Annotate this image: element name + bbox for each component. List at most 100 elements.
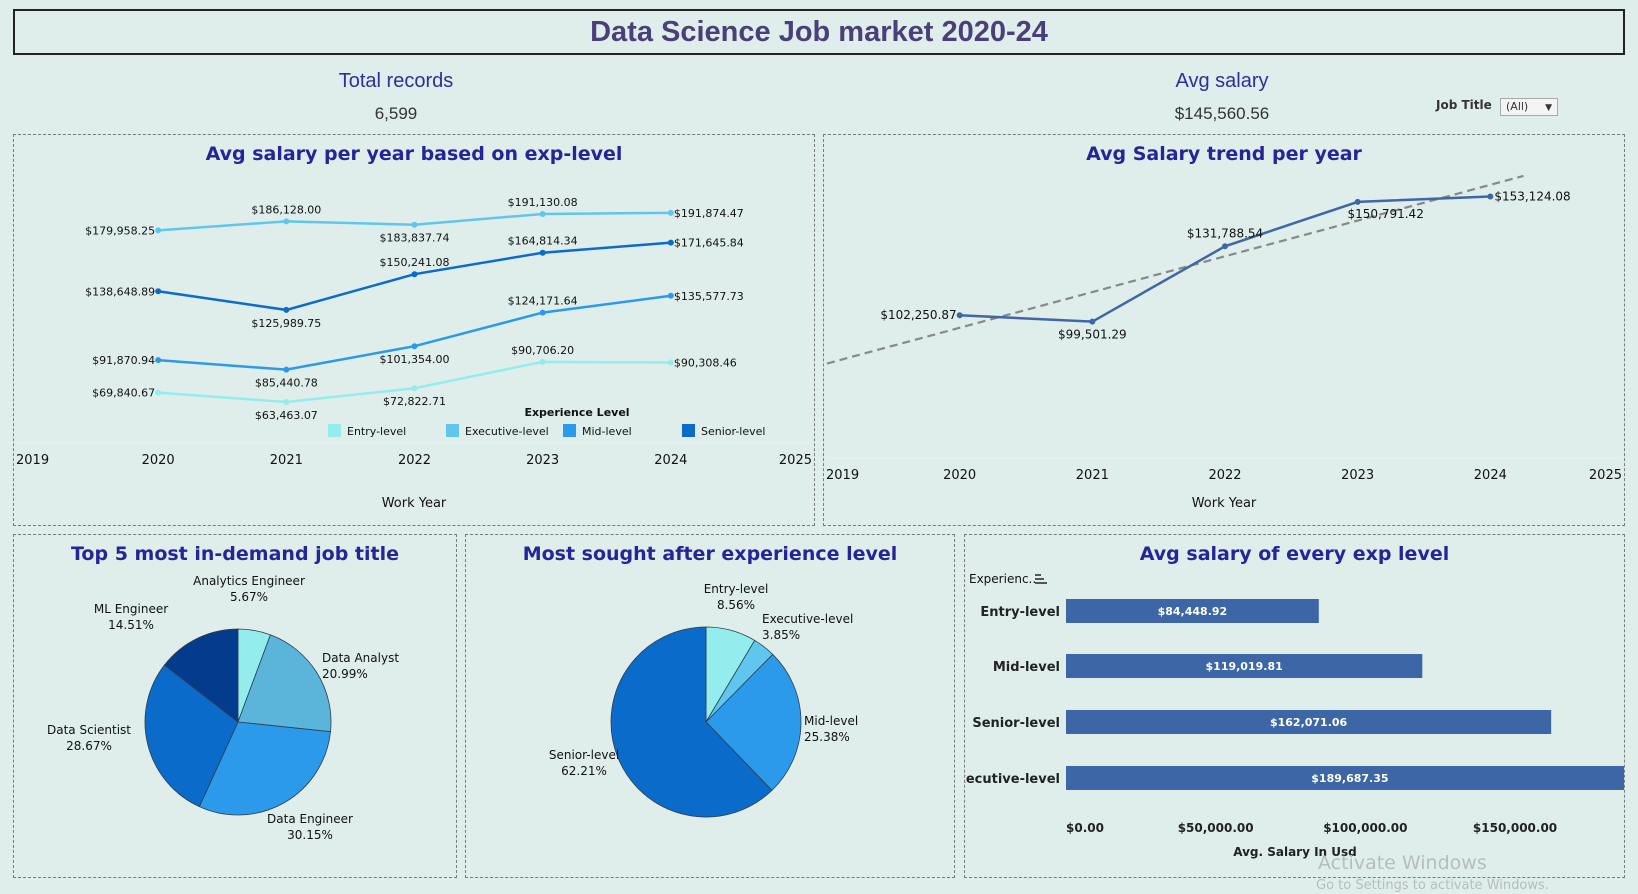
legend-label: Executive-level xyxy=(465,425,549,438)
x-tick-label: 2025 xyxy=(1589,468,1622,483)
data-label: $69,840.67 xyxy=(92,387,155,400)
data-point xyxy=(411,271,418,278)
category-label: Executive-level xyxy=(965,772,1060,787)
data-point xyxy=(667,239,674,246)
x-tick-label: $0.00 xyxy=(1066,821,1104,835)
data-label: $150,791.42 xyxy=(1347,207,1423,221)
data-point xyxy=(1487,193,1494,200)
slice-name: Analytics Engineer xyxy=(193,574,305,588)
x-axis-title: Work Year xyxy=(1192,496,1257,511)
data-label: $171,645.84 xyxy=(674,237,744,250)
pie-slice xyxy=(144,664,239,808)
data-point xyxy=(283,399,290,406)
data-label: $125,989.75 xyxy=(251,317,321,330)
exp-level-bar-chart: Experienc.. Entry-level $84,448.92 Mid-leve… xyxy=(965,572,1624,859)
category-label: Mid-level xyxy=(993,660,1060,675)
exp-level-pie-chart: Entry-level 8.56% Executive-level 3.85% Mid-… xyxy=(549,582,858,818)
bar-value-label: $84,448.92 xyxy=(1158,605,1228,618)
slice-percent: 30.15% xyxy=(287,828,333,842)
data-label: $72,822.71 xyxy=(383,395,446,408)
salary-trend-panel: Avg Salary trend per year $102,250.87 $99… xyxy=(823,134,1625,526)
data-point xyxy=(155,357,162,364)
data-label: $90,308.46 xyxy=(674,356,737,369)
x-tick-label: 2019 xyxy=(16,453,49,468)
job-title-filter-dropdown[interactable]: (All) ▼ xyxy=(1500,98,1558,116)
exp-level-bar-title: Avg salary of every exp level xyxy=(1139,543,1450,565)
data-label: $138,648.89 xyxy=(85,285,155,298)
legend-label: Senior-level xyxy=(701,425,765,438)
data-label: $85,440.78 xyxy=(255,377,318,390)
x-tick-label: 2021 xyxy=(270,453,303,468)
sort-icon-bar xyxy=(1035,578,1044,580)
data-label: $191,130.08 xyxy=(508,196,578,209)
x-tick-label: 2024 xyxy=(654,453,687,468)
slice-name: Mid-level xyxy=(804,714,858,728)
total-records-value: 6,599 xyxy=(374,104,418,123)
exp-level-bar-panel: Avg salary of every exp level Experienc.… xyxy=(964,534,1625,878)
job-title-pie-chart: Analytics Engineer 5.67% Data Analyst 20.99… xyxy=(47,574,399,842)
pie-slice xyxy=(163,628,239,723)
data-point xyxy=(539,358,546,365)
x-tick-label: $150,000.00 xyxy=(1473,821,1557,835)
exp-level-salary-panel: Avg salary per year based on exp-level $… xyxy=(13,134,815,526)
slice-percent: 8.56% xyxy=(717,598,755,612)
salary-bar xyxy=(1066,766,1624,790)
slice-name: Executive-level xyxy=(762,612,853,626)
data-point xyxy=(155,389,162,396)
legend-swatch xyxy=(563,424,576,437)
slice-name: ML Engineer xyxy=(94,602,168,616)
data-point xyxy=(1089,318,1096,325)
legend-swatch xyxy=(682,424,695,437)
legend-title: Experience Level xyxy=(524,406,629,419)
data-label: $124,171.64 xyxy=(508,295,578,308)
sort-icon xyxy=(1035,574,1041,576)
salary-bar xyxy=(1066,710,1552,734)
x-tick-label: 2023 xyxy=(1341,468,1374,483)
data-point xyxy=(667,359,674,366)
data-label: $186,128.00 xyxy=(251,203,321,216)
x-axis-title: Avg. Salary In Usd xyxy=(1233,845,1357,859)
legend-swatch xyxy=(328,424,341,437)
data-point xyxy=(283,366,290,373)
pie-slice xyxy=(610,626,773,818)
data-label: $90,706.20 xyxy=(511,344,574,357)
salary-bar xyxy=(1066,599,1319,623)
job-title-pie-panel: Top 5 most in-demand job title Analytics… xyxy=(13,534,457,878)
salary-trend-title: Avg Salary trend per year xyxy=(1086,143,1362,165)
pie-slice xyxy=(705,653,802,791)
slice-name: Data Analyst xyxy=(322,651,399,665)
data-label: $101,354.00 xyxy=(380,353,450,366)
bar-value-label: $162,071.06 xyxy=(1270,716,1348,729)
data-point xyxy=(283,218,290,225)
data-point xyxy=(667,209,674,216)
exp-level-salary-title: Avg salary per year based on exp-level xyxy=(205,143,623,165)
slice-name: Data Engineer xyxy=(267,812,353,826)
data-point xyxy=(539,210,546,217)
data-label: $150,241.08 xyxy=(380,256,450,269)
slice-percent: 5.67% xyxy=(230,590,268,604)
x-tick-label: 2020 xyxy=(943,468,976,483)
data-point xyxy=(155,288,162,295)
data-label: $131,788.54 xyxy=(1187,226,1263,240)
data-point xyxy=(539,309,546,316)
data-point xyxy=(155,227,162,234)
data-label: $99,501.29 xyxy=(1058,328,1127,342)
data-label: $183,837.74 xyxy=(380,232,450,245)
total-records-label: Total records xyxy=(338,70,454,92)
salary-bar xyxy=(1066,654,1423,678)
category-label: Senior-level xyxy=(972,716,1060,731)
slice-name: Senior-level xyxy=(549,748,619,762)
slice-percent: 28.67% xyxy=(66,739,112,753)
trend-line xyxy=(826,174,1524,365)
x-tick-label: 2019 xyxy=(826,468,859,483)
data-label: $179,958.25 xyxy=(85,224,155,237)
slice-name: Entry-level xyxy=(704,582,769,596)
exp-level-pie-panel: Most sought after experience level Entry… xyxy=(465,534,955,878)
x-tick-label: 2021 xyxy=(1076,468,1109,483)
data-label: $153,124.08 xyxy=(1494,189,1570,203)
data-point xyxy=(539,249,546,256)
data-label: $91,870.94 xyxy=(92,354,155,367)
avg-salary-value: $145,560.56 xyxy=(1174,104,1270,123)
dashboard-title: Data Science Job market 2020-24 xyxy=(13,9,1625,55)
legend-label: Entry-level xyxy=(347,425,406,438)
